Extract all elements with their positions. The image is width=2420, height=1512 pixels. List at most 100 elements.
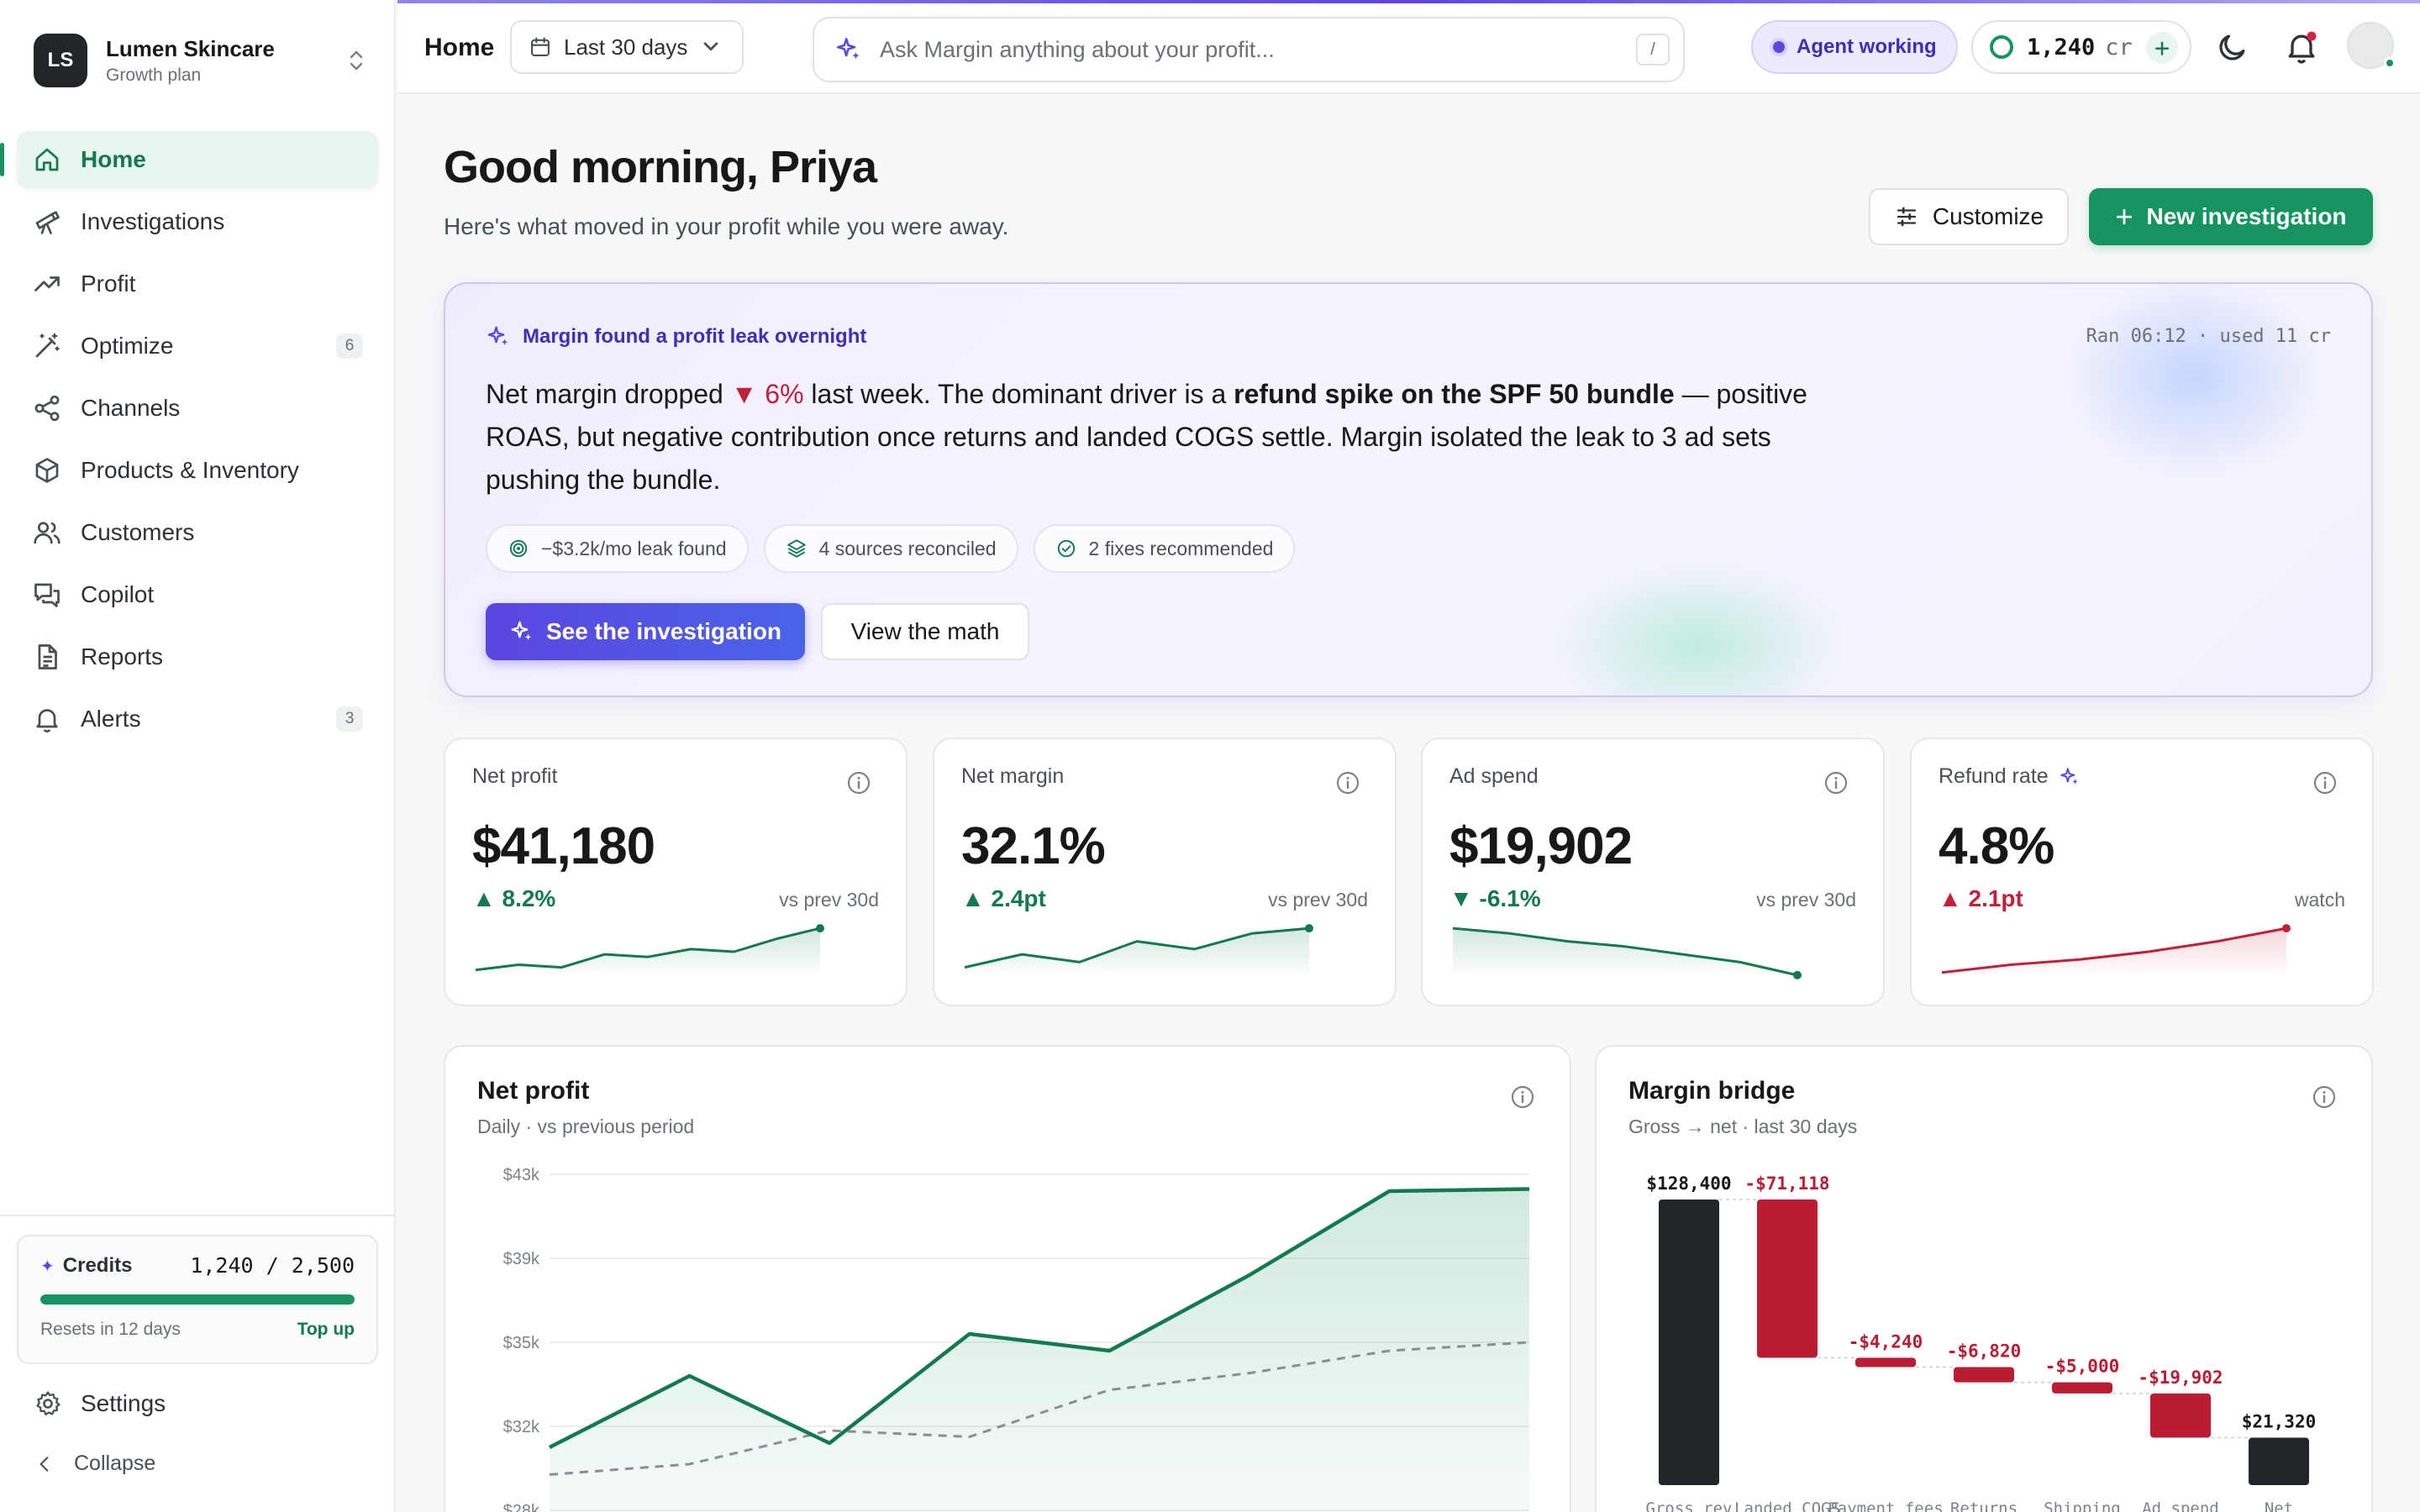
sparkline-end-point — [816, 924, 824, 933]
net-profit-subtitle: Daily · vs previous period — [477, 1116, 695, 1137]
chat-icon — [34, 583, 60, 607]
brand-plan: Growth plan — [106, 65, 202, 85]
page-breadcrumb: Home — [424, 34, 495, 61]
collapse-button[interactable]: Collapse — [34, 1452, 370, 1476]
add-credits-button[interactable]: + — [2146, 32, 2178, 64]
check-circle-icon — [1057, 539, 1075, 558]
insight-chip[interactable]: −$3.2k/mo leak found — [486, 524, 749, 573]
workspace-switcher[interactable]: LS Lumen Skincare Growth plan — [34, 34, 366, 87]
sidebar-item-products-inventory[interactable]: Products & Inventory — [17, 442, 378, 499]
waterfall-value-label: $21,320 — [2242, 1412, 2317, 1432]
margin-bridge-panel: Margin bridge Gross → net · last 30 days… — [1595, 1045, 2373, 1512]
user-avatar[interactable] — [2347, 22, 2396, 69]
kpi-card-net-profit[interactable]: Net profit $41,180 ▲ 8.2% vs prev 30d — [444, 738, 908, 1006]
view-math-button[interactable]: View the math — [821, 603, 1029, 660]
bell-icon[interactable] — [2283, 29, 2320, 66]
new-investigation-button[interactable]: + New investigation — [2089, 188, 2373, 245]
kpi-sparkline — [1452, 927, 1802, 979]
kpi-value: 4.8% — [1939, 817, 2054, 875]
waterfall-bar-gross-revenue — [1659, 1200, 1719, 1485]
sparkline-area — [476, 928, 820, 978]
sidebar-item-profit[interactable]: Profit — [17, 255, 378, 312]
sparkline-area — [965, 928, 1309, 978]
kpi-comparison-note: vs prev 30d — [1756, 889, 1856, 911]
credits-title: ✦ Credits — [40, 1254, 132, 1278]
net-profit-area — [550, 1189, 1529, 1512]
waterfall-bar-payment-fees — [1855, 1357, 1916, 1368]
kpi-delta-value: 2.1pt — [1968, 885, 2023, 911]
kpi-label-text: Net profit — [472, 764, 558, 788]
credits-unit: cr — [2105, 34, 2133, 60]
credits-progress-bar — [40, 1294, 355, 1305]
kpi-card-net-margin[interactable]: Net margin 32.1% ▲ 2.4pt vs prev 30d — [933, 738, 1397, 1006]
info-icon[interactable] — [1823, 769, 1849, 796]
sparkle-icon — [487, 326, 508, 345]
ask-margin-search[interactable]: / — [813, 17, 1685, 82]
sidebar-item-customers[interactable]: Customers — [17, 504, 378, 561]
sidebar-item-channels[interactable]: Channels — [17, 380, 378, 437]
waterfall-bar-shipping — [2052, 1382, 2112, 1394]
sidebar-item-investigations[interactable]: Investigations — [17, 193, 378, 250]
info-icon[interactable] — [1334, 769, 1361, 796]
net-profit-panel: Net profit Daily · vs previous period $4… — [444, 1045, 1571, 1512]
see-investigation-button[interactable]: See the investigation — [486, 603, 805, 660]
sparkline-area — [1453, 928, 1797, 978]
agent-status-pill[interactable]: Agent working — [1751, 20, 1958, 74]
waterfall-category-label: Landed COGS — [1734, 1499, 1840, 1512]
telescope-icon — [35, 211, 60, 234]
insight-chip[interactable]: 4 sources reconciled — [763, 524, 1018, 573]
page-subtitle: Here's what moved in your profit while y… — [444, 213, 1009, 239]
top-up-link[interactable]: Top up — [297, 1320, 355, 1339]
insight-chip[interactable]: 2 fixes recommended — [1033, 524, 1296, 573]
waterfall-value-label: -$19,902 — [2138, 1368, 2223, 1388]
moon-icon[interactable] — [2214, 29, 2251, 66]
credits-value: 1,240 / 2,500 — [190, 1253, 355, 1278]
kpi-delta: ▲ 2.1pt — [1939, 885, 2023, 912]
sidebar-item-label: Products & Inventory — [81, 457, 299, 483]
sidebar-item-home[interactable]: Home — [0, 131, 378, 188]
waterfall-category-label: Gross rev — [1646, 1499, 1733, 1512]
insight-text-3: — positive ROAS, but negative contributi… — [486, 379, 1807, 495]
kpi-card-refund-rate[interactable]: Refund rate 4.8% ▲ 2.1pt watch — [1910, 738, 2374, 1006]
info-icon[interactable] — [2312, 769, 2338, 796]
sparkline-end-point — [2282, 924, 2291, 933]
sparkle-icon — [836, 37, 860, 60]
insight-driver: refund spike on the SPF 50 bundle — [1234, 379, 1675, 409]
brand-text: Lumen Skincare Growth plan — [106, 36, 346, 86]
kpi-delta-value: -6.1% — [1479, 885, 1541, 911]
page-title: Good morning, Priya — [444, 142, 877, 192]
delta-arrow-icon: ▲ — [961, 885, 985, 911]
sidebar-item-label: Customers — [81, 519, 195, 545]
credits-progress-fill — [40, 1294, 355, 1305]
info-icon[interactable] — [2311, 1084, 2338, 1110]
sidebar-item-reports[interactable]: Reports — [17, 628, 378, 685]
kpi-value: $19,902 — [1449, 817, 1633, 875]
ask-input[interactable] — [880, 36, 1636, 63]
kpi-label: Refund rate — [1939, 764, 2081, 789]
brand-logo: LS — [34, 34, 87, 87]
kpi-card-ad-spend[interactable]: Ad spend $19,902 ▼ -6.1% vs prev 30d — [1421, 738, 1885, 1006]
waterfall-value-label: -$5,000 — [2045, 1357, 2120, 1377]
credits-reset-text: Resets in 12 days — [40, 1320, 181, 1339]
calendar-icon — [531, 37, 550, 56]
insight-heading: Margin found a profit leak overnight — [486, 324, 866, 349]
y-tick-label: $28k — [503, 1502, 540, 1512]
shortcut-hint: / — [1636, 34, 1670, 66]
settings-button[interactable]: Settings — [34, 1389, 370, 1418]
sidebar-item-label: Home — [81, 146, 146, 172]
sparkline-area — [1942, 928, 2286, 978]
count-badge: 3 — [336, 706, 363, 732]
insight-run-meta: Ran 06:12 · used 11 cr — [2086, 326, 2331, 347]
credits-pill[interactable]: 1,240 cr + — [1971, 20, 2191, 74]
customize-button[interactable]: Customize — [1869, 188, 2069, 245]
insight-heading-text: Margin found a profit leak overnight — [523, 325, 867, 348]
sidebar-item-alerts[interactable]: Alerts 3 — [17, 690, 378, 748]
date-range-picker[interactable]: Last 30 days — [510, 20, 744, 74]
sparkline-line — [475, 927, 821, 972]
sidebar-item-label: Investigations — [81, 208, 225, 234]
sparkle-icon: ✦ — [40, 1257, 55, 1276]
info-icon[interactable] — [845, 769, 872, 796]
sidebar-item-optimize[interactable]: Optimize 6 — [17, 318, 378, 375]
sidebar-item-copilot[interactable]: Copilot — [17, 566, 378, 623]
info-icon[interactable] — [1509, 1084, 1536, 1110]
